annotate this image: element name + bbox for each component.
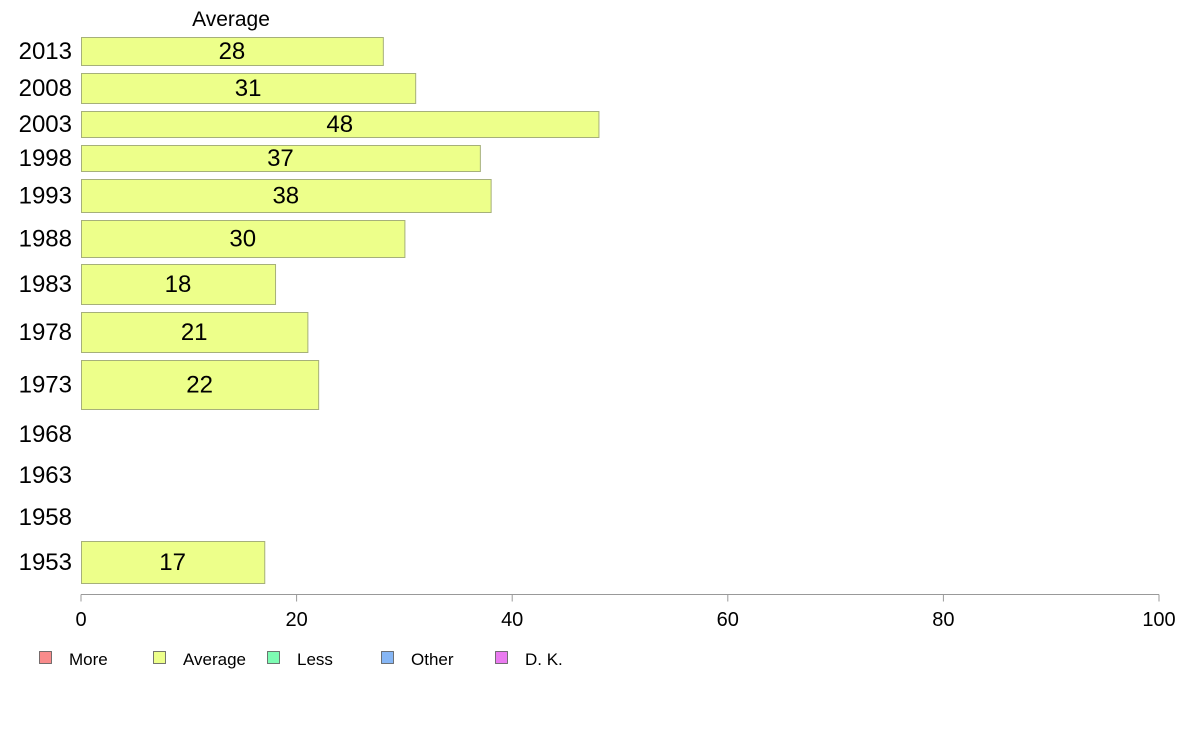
legend-swatch-less — [267, 651, 280, 664]
legend-label-more: More — [69, 650, 108, 669]
bar-1988 — [81, 220, 406, 258]
legend-swatch-average — [153, 651, 166, 664]
bar-value-label-1993: 38 — [272, 183, 299, 210]
bar-1998 — [81, 145, 481, 172]
x-tick-label-100: 100 — [1142, 609, 1175, 631]
chart-title: Average — [192, 8, 270, 31]
y-tick-label-1963: 1963 — [19, 462, 72, 489]
bar-1973 — [81, 360, 320, 410]
y-tick-label-1973: 1973 — [19, 372, 72, 399]
bar-value-label-1998: 37 — [267, 145, 294, 172]
legend-label-less: Less — [297, 650, 333, 669]
y-tick-label-1978: 1978 — [19, 319, 72, 346]
legend-label-dk: D. K. — [525, 650, 563, 669]
bar-2008 — [81, 73, 417, 104]
bar-1978 — [81, 312, 309, 353]
x-axis: 0 20 40 60 80 100 — [75, 594, 1176, 631]
bar-value-label-2008: 31 — [235, 75, 262, 102]
y-tick-label-2003: 2003 — [19, 111, 72, 138]
bar-value-label-1953: 17 — [159, 549, 186, 576]
bar-1953 — [81, 541, 266, 584]
y-tick-label-1953: 1953 — [19, 549, 72, 576]
y-tick-label-1998: 1998 — [19, 145, 72, 172]
x-tick-label-40: 40 — [501, 609, 523, 631]
y-tick-label-1983: 1983 — [19, 271, 72, 298]
legend-swatch-other — [381, 651, 394, 664]
legend-label-average: Average — [183, 650, 246, 669]
x-tick-label-20: 20 — [285, 609, 307, 631]
bar-value-label-2003: 48 — [326, 111, 353, 138]
y-tick-label-1968: 1968 — [19, 421, 72, 448]
x-tick-label-60: 60 — [717, 609, 739, 631]
legend-swatch-dk — [495, 651, 508, 664]
bar-value-label-2013: 28 — [219, 38, 246, 65]
y-tick-label-2008: 2008 — [19, 75, 72, 102]
x-tick-label-0: 0 — [75, 609, 86, 631]
bar-value-label-1973: 22 — [186, 372, 213, 399]
legend-label-other: Other — [411, 650, 454, 669]
y-tick-label-2013: 2013 — [19, 38, 72, 65]
bar-value-label-1988: 30 — [229, 226, 256, 253]
bar-2013 — [81, 37, 384, 66]
y-axis-labels: 2013 2008 2003 1998 1993 1988 1983 1978 1973 1968… — [19, 38, 72, 576]
y-tick-label-1993: 1993 — [19, 183, 72, 210]
bar-value-label-1978: 21 — [181, 319, 208, 346]
bar-value-label-1983: 18 — [165, 271, 192, 298]
bar-1983 — [81, 264, 277, 305]
y-tick-label-1988: 1988 — [19, 226, 72, 253]
legend: More Average Less Other D. K. — [39, 650, 563, 669]
bar-2003 — [81, 111, 600, 138]
bar-1993 — [81, 179, 492, 213]
legend-swatch-more — [39, 651, 52, 664]
bars: 28 31 48 37 38 30 18 21 22 17 — [81, 37, 600, 584]
y-tick-label-1958: 1958 — [19, 504, 72, 531]
x-tick-label-80: 80 — [932, 609, 954, 631]
